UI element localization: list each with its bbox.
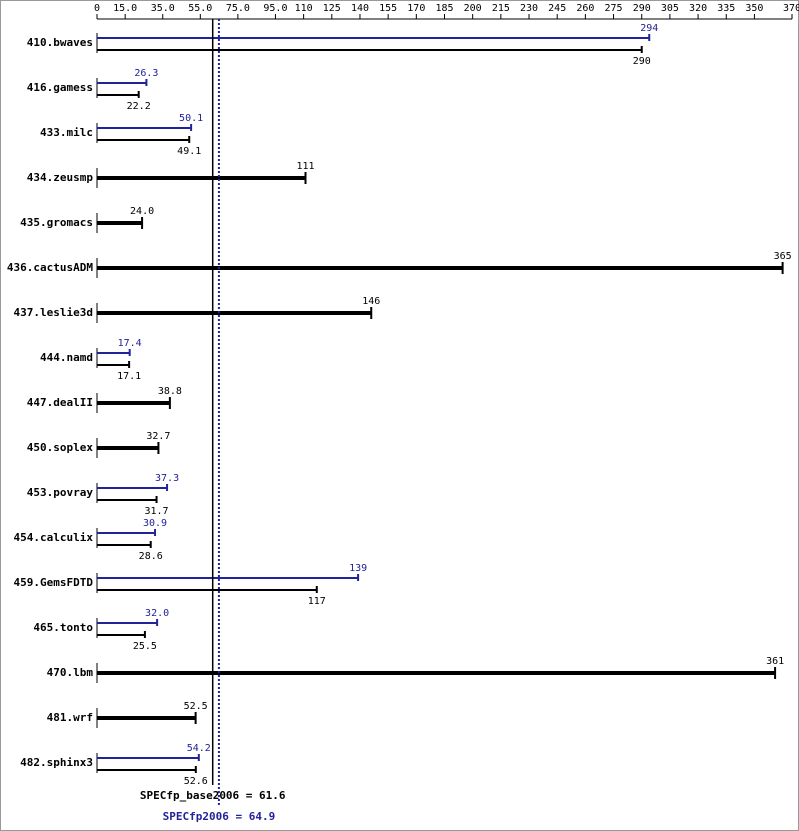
x-tick-label: 155 [379, 3, 397, 14]
base-value-label: 365 [774, 251, 792, 262]
benchmark-label: 433.milc [40, 126, 93, 139]
base-value-label: 49.1 [177, 146, 201, 157]
peak-bar [97, 82, 147, 84]
x-tick-label: 185 [435, 3, 453, 14]
base-value-label: 52.6 [184, 776, 208, 787]
x-tick-label: 75.0 [226, 3, 250, 14]
x-tick-label: 140 [351, 3, 369, 14]
peak-bar [97, 487, 168, 489]
base-bar [97, 589, 317, 591]
base-bar [97, 94, 139, 96]
base-bar [97, 139, 190, 141]
base-value-label: 52.5 [184, 701, 208, 712]
peak-value-label: 54.2 [187, 743, 211, 754]
x-tick-label: 35.0 [151, 3, 175, 14]
base-bar [97, 311, 372, 315]
benchmark-label: 436.cactusADM [7, 261, 93, 274]
base-value-label: 361 [766, 656, 784, 667]
base-bar [97, 544, 151, 546]
x-tick-label: 15.0 [113, 3, 137, 14]
peak-bar [97, 622, 158, 624]
benchmark-label: 470.lbm [47, 666, 94, 679]
base-bar [97, 671, 776, 675]
x-tick-label: 0 [94, 3, 100, 14]
x-tick-label: 170 [407, 3, 425, 14]
benchmark-label: 450.soplex [27, 441, 94, 454]
peak-value-label: 17.4 [118, 338, 142, 349]
peak-bar [97, 532, 156, 534]
peak-bar [97, 577, 359, 579]
peak-value-label: 37.3 [155, 473, 179, 484]
benchmark-label: 416.gamess [27, 81, 93, 94]
x-tick-label: 290 [633, 3, 651, 14]
benchmark-label: 435.gromacs [20, 216, 93, 229]
base-bar [97, 176, 306, 180]
x-tick-label: 275 [605, 3, 623, 14]
base-value-label: 290 [633, 56, 651, 67]
x-tick-label: 260 [576, 3, 594, 14]
base-value-label: 28.6 [139, 551, 163, 562]
reference-label: SPECfp_base2006 = 61.6 [140, 789, 286, 802]
base-bar [97, 221, 143, 225]
peak-value-label: 294 [640, 23, 658, 34]
peak-bar [97, 352, 130, 354]
base-value-label: 117 [308, 596, 326, 607]
base-value-label: 32.7 [146, 431, 170, 442]
base-bar [97, 266, 783, 270]
benchmark-label: 437.leslie3d [14, 306, 93, 319]
base-bar [97, 364, 130, 366]
peak-value-label: 50.1 [179, 113, 203, 124]
base-bar [97, 716, 196, 720]
base-value-label: 22.2 [127, 101, 151, 112]
benchmark-label: 459.GemsFDTD [14, 576, 94, 589]
x-tick-label: 95.0 [263, 3, 287, 14]
x-tick-label: 245 [548, 3, 566, 14]
x-tick-label: 55.0 [188, 3, 212, 14]
reference-label: SPECfp2006 = 64.9 [163, 810, 276, 823]
peak-value-label: 32.0 [145, 608, 169, 619]
base-bar [97, 446, 159, 450]
x-tick-label: 200 [464, 3, 482, 14]
base-value-label: 25.5 [133, 641, 157, 652]
base-value-label: 111 [296, 161, 314, 172]
x-tick-label: 110 [295, 3, 313, 14]
benchmark-label: 454.calculix [14, 531, 94, 544]
x-tick-label: 350 [745, 3, 763, 14]
benchmark-label: 481.wrf [47, 711, 93, 724]
benchmark-label: 465.tonto [33, 621, 93, 634]
benchmark-label: 410.bwaves [27, 36, 93, 49]
benchmark-label: 444.namd [40, 351, 93, 364]
base-value-label: 38.8 [158, 386, 182, 397]
base-bar [97, 49, 642, 51]
peak-value-label: 139 [349, 563, 367, 574]
peak-value-label: 30.9 [143, 518, 167, 529]
peak-bar [97, 127, 192, 129]
x-tick-label: 335 [717, 3, 735, 14]
x-tick-label: 125 [323, 3, 341, 14]
x-tick-label: 370 [783, 3, 799, 14]
peak-bar [97, 757, 199, 759]
benchmark-label: 482.sphinx3 [20, 756, 93, 769]
x-tick-label: 230 [520, 3, 538, 14]
benchmark-label: 447.dealII [27, 396, 93, 409]
base-bar [97, 401, 170, 405]
benchmark-label: 453.povray [27, 486, 94, 499]
base-bar [97, 634, 145, 636]
x-tick-label: 215 [492, 3, 510, 14]
x-tick-label: 305 [661, 3, 679, 14]
peak-bar [97, 37, 650, 39]
base-value-label: 24.0 [130, 206, 154, 217]
benchmark-label: 434.zeusmp [27, 171, 94, 184]
peak-value-label: 26.3 [134, 68, 158, 79]
base-bar [97, 769, 196, 771]
base-value-label: 17.1 [117, 371, 141, 382]
x-tick-label: 320 [689, 3, 707, 14]
base-value-label: 31.7 [144, 506, 168, 517]
base-value-label: 146 [362, 296, 380, 307]
base-bar [97, 499, 157, 501]
